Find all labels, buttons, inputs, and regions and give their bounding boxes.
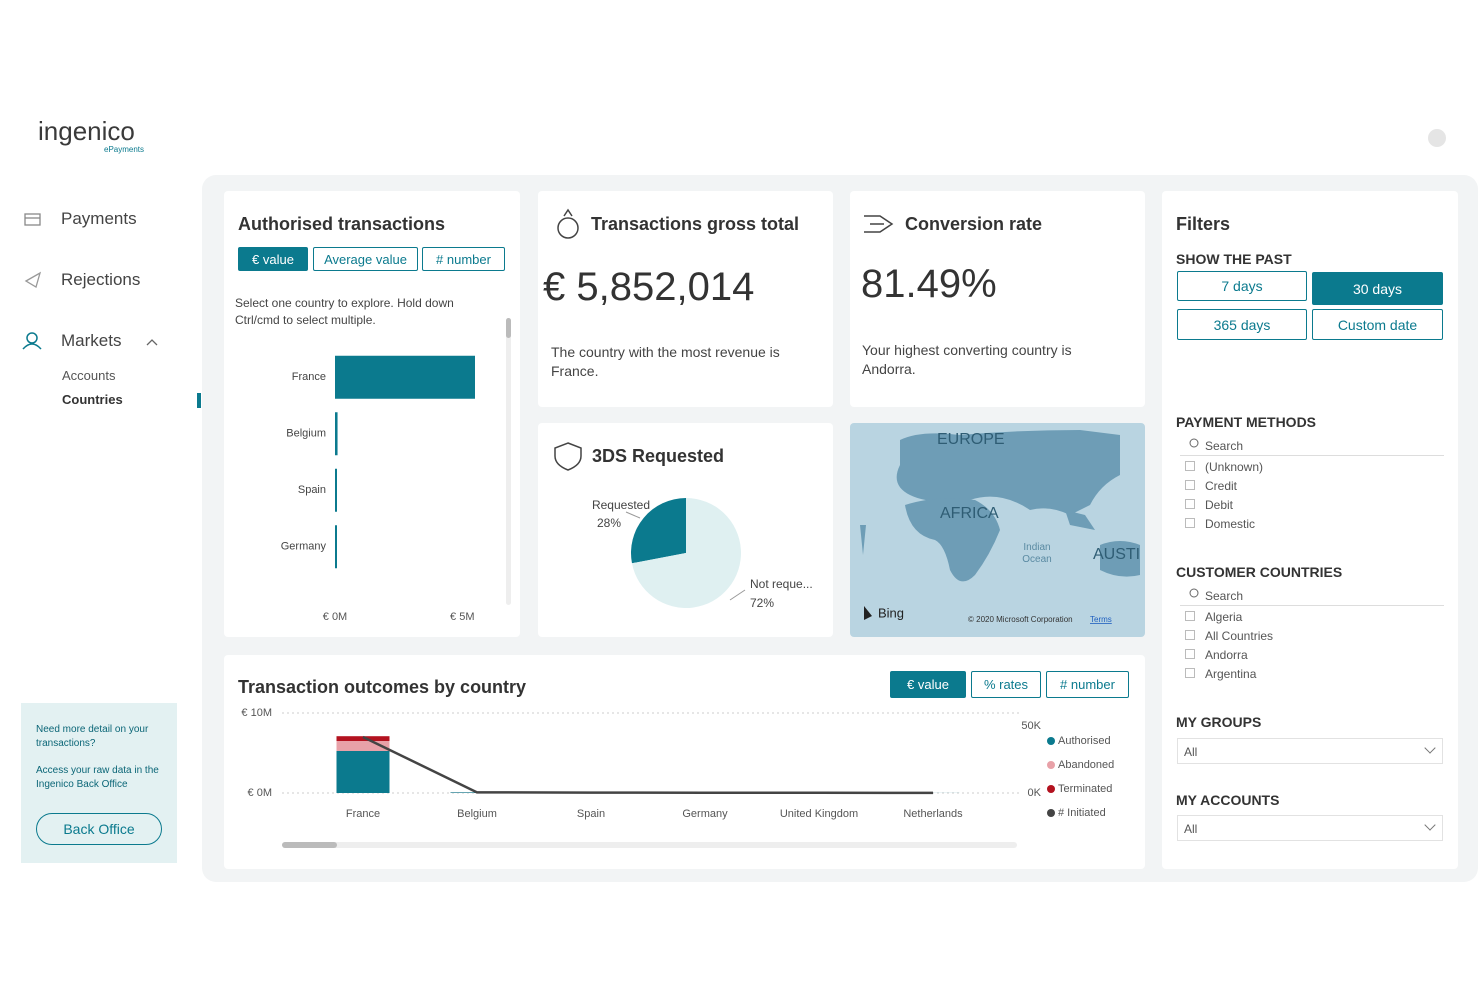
scrollbar[interactable] bbox=[506, 318, 511, 605]
help-box: Need more detail on your transactions? A… bbox=[21, 703, 177, 863]
outcomes-card: Transaction outcomes by country € value … bbox=[224, 655, 1145, 869]
filter-heading: MY GROUPS bbox=[1176, 714, 1262, 730]
dropdown[interactable]: All bbox=[1177, 815, 1443, 841]
dropdown-value: All bbox=[1184, 745, 1198, 759]
checkbox[interactable] bbox=[1185, 611, 1195, 621]
kpi-value: € 5,852,014 bbox=[543, 265, 755, 309]
threeds-card: 3DS Requested bbox=[538, 423, 833, 637]
toggle-button[interactable]: Average value bbox=[313, 247, 418, 271]
filter-item[interactable]: Argentina bbox=[1205, 667, 1257, 681]
filter-heading: SHOW THE PAST bbox=[1176, 251, 1292, 267]
chevron bbox=[1424, 742, 1436, 754]
active-indicator bbox=[197, 393, 201, 408]
chevron bbox=[146, 339, 158, 346]
checkbox[interactable] bbox=[1185, 480, 1195, 490]
filter-item[interactable]: Domestic bbox=[1205, 517, 1256, 531]
nav-item[interactable]: Markets bbox=[61, 331, 122, 350]
kpi-value: 81.49% bbox=[861, 262, 997, 306]
card-title: Transaction outcomes by country bbox=[238, 677, 527, 697]
filter-heading: MY ACCOUNTS bbox=[1176, 792, 1280, 808]
nav-subitem[interactable]: Countries bbox=[62, 392, 123, 407]
help-text: Access your raw data in the Ingenico Bac… bbox=[36, 765, 159, 790]
checkbox[interactable] bbox=[1185, 461, 1195, 471]
divider bbox=[1180, 455, 1444, 456]
logo-sub: ePayments bbox=[104, 145, 145, 154]
dropdown-value: All bbox=[1184, 822, 1198, 836]
filter-heading: CUSTOMER COUNTRIES bbox=[1176, 564, 1343, 580]
filter-item[interactable]: Algeria bbox=[1205, 610, 1243, 624]
nav-item[interactable]: Payments bbox=[61, 209, 137, 228]
card-title: Transactions gross total bbox=[591, 214, 800, 234]
filter-heading: PAYMENT METHODS bbox=[1176, 414, 1317, 430]
period-button[interactable]: 365 days bbox=[1177, 309, 1307, 340]
filters-card: Filters SHOW THE PAST 7 days 30 days 365… bbox=[1162, 191, 1458, 869]
filter-item[interactable]: (Unknown) bbox=[1205, 460, 1264, 474]
avatar[interactable] bbox=[1428, 129, 1446, 147]
checkbox[interactable] bbox=[1185, 518, 1195, 528]
map-card[interactable] bbox=[850, 423, 1145, 637]
kpi-note: The country with the most revenue is Fra… bbox=[551, 344, 780, 379]
toggle-button[interactable]: # number bbox=[1046, 671, 1129, 698]
payments-icon bbox=[24, 213, 41, 226]
filter-item[interactable]: Andorra bbox=[1205, 648, 1248, 662]
kpi-note: Your highest converting country is Andor… bbox=[862, 342, 1072, 377]
card-title: Authorised transactions bbox=[238, 214, 446, 234]
period-button[interactable]: 7 days bbox=[1177, 271, 1307, 301]
back-office-button[interactable]: Back Office bbox=[36, 813, 162, 845]
toggle-button[interactable]: % rates bbox=[971, 671, 1041, 698]
dropdown[interactable]: All bbox=[1177, 738, 1443, 764]
logo: ingenico bbox=[38, 116, 135, 146]
checkbox[interactable] bbox=[1185, 668, 1195, 678]
filter-item[interactable]: All Countries bbox=[1205, 629, 1274, 643]
checkbox[interactable] bbox=[1185, 649, 1195, 659]
authorised-card: Authorised transactions € value Average … bbox=[224, 191, 520, 637]
filter-item[interactable]: Credit bbox=[1205, 479, 1238, 493]
checkbox[interactable] bbox=[1185, 499, 1195, 509]
markets-icon bbox=[26, 332, 38, 344]
scrollbar[interactable] bbox=[282, 842, 1017, 848]
card-title: Filters bbox=[1176, 214, 1231, 234]
nav-item[interactable]: Rejections bbox=[61, 270, 141, 289]
chevron bbox=[1424, 819, 1436, 831]
help-text: Need more detail on your transactions? bbox=[36, 724, 149, 749]
nav-subitem[interactable]: Accounts bbox=[62, 368, 116, 383]
period-button[interactable]: 30 days bbox=[1312, 272, 1443, 305]
toggle-button[interactable]: € value bbox=[890, 671, 966, 698]
hint: Select one country to explore. Hold down… bbox=[235, 296, 454, 327]
conversion-card: Conversion rate 81.49% Your highest conv… bbox=[850, 191, 1145, 407]
search-box[interactable]: Search bbox=[1205, 589, 1244, 603]
checkbox[interactable] bbox=[1185, 630, 1195, 640]
toggle-button[interactable]: € value bbox=[238, 247, 308, 271]
search-box[interactable]: Search bbox=[1205, 439, 1244, 453]
toggle-button[interactable]: # number bbox=[422, 247, 505, 271]
rejections-icon bbox=[24, 271, 42, 288]
card-title: Conversion rate bbox=[905, 214, 1043, 234]
filter-item[interactable]: Debit bbox=[1205, 498, 1234, 512]
gross-card: Transactions gross total € 5,852,014 The… bbox=[538, 191, 833, 407]
divider bbox=[1180, 605, 1444, 606]
markets-icon bbox=[22, 343, 42, 350]
card-title: 3DS Requested bbox=[592, 446, 725, 466]
period-button[interactable]: Custom date bbox=[1312, 309, 1443, 340]
